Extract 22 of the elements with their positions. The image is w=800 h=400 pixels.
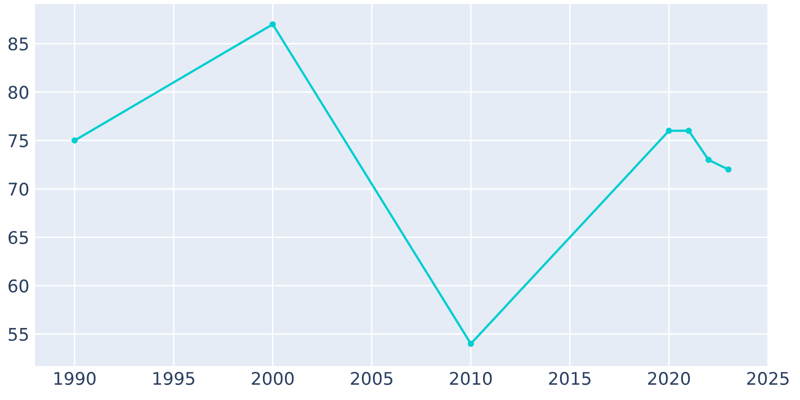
y-tick-label: 65 [8, 230, 28, 244]
point [71, 137, 78, 144]
y-tick-label: 70 [8, 182, 28, 196]
y-tick-label: 75 [8, 134, 28, 148]
y-tick-label: 60 [8, 279, 28, 293]
x-tick-label: 2015 [549, 372, 590, 385]
x-tick-label: 2025 [747, 372, 789, 385]
x-tick-label: 2000 [252, 372, 294, 385]
point [468, 340, 474, 347]
point [666, 128, 672, 134]
point [686, 128, 692, 134]
x-tick-label: 2010 [450, 372, 492, 385]
y-tick-label: 55 [8, 328, 28, 341]
y-tick-label: 80 [8, 86, 28, 99]
x-tick-label: 2005 [350, 372, 392, 385]
point [725, 166, 732, 173]
x-tick-label: 1990 [54, 372, 96, 385]
y-tick-label: 85 [8, 37, 28, 51]
point [705, 156, 712, 163]
x-tick-label: 2020 [648, 372, 690, 385]
point [270, 21, 276, 28]
x-tick-label: 1995 [153, 372, 194, 385]
